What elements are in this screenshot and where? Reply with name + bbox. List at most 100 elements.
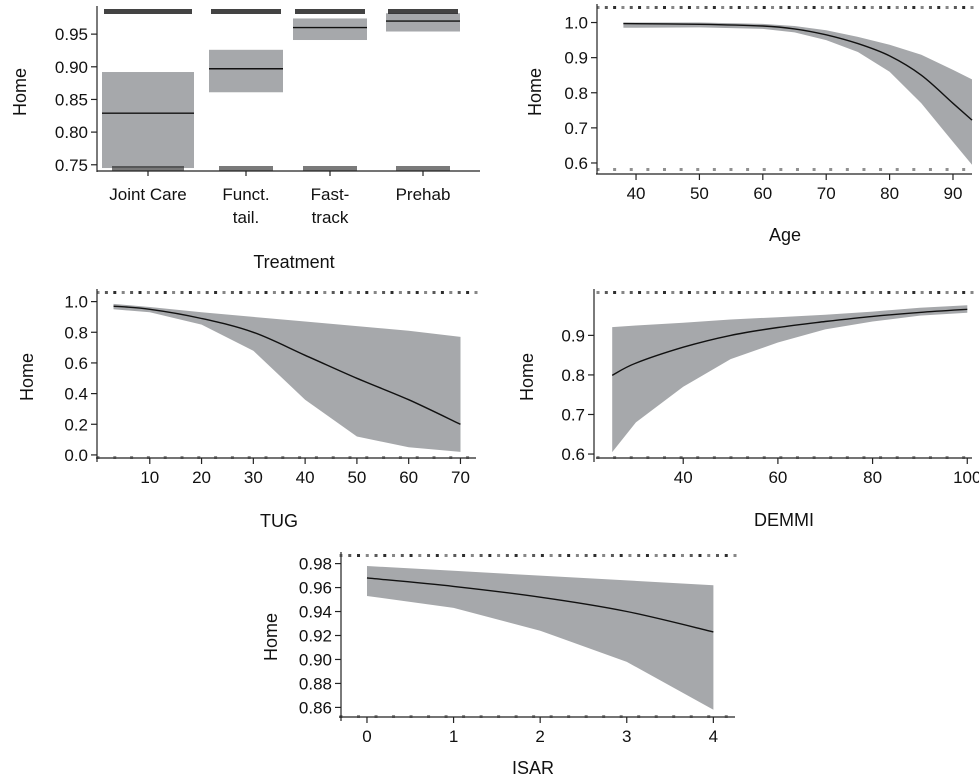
rug-top-mark <box>662 291 666 294</box>
x-axis-label: DEMMI <box>754 510 814 530</box>
y-tick-label: 1.0 <box>64 293 88 312</box>
rug-top-mark <box>729 291 733 294</box>
rug-top-mark <box>754 6 758 9</box>
x-tick-label: 0 <box>362 727 371 746</box>
rug-top-mark <box>514 554 518 557</box>
fit-line-path <box>611 308 968 376</box>
rug-top-mark <box>679 291 683 294</box>
rug-top-mark <box>390 291 394 294</box>
y-tick-label: 0.0 <box>64 446 88 465</box>
rug-top-mark <box>829 291 833 294</box>
x-tick-label: 80 <box>863 468 882 487</box>
rug-top-1 <box>211 9 281 14</box>
rug-top-mark <box>197 291 201 294</box>
rug-bottom-mark <box>613 168 617 171</box>
rug-top-mark <box>629 291 633 294</box>
rug-top-mark <box>146 291 150 294</box>
rug-top-mark <box>637 554 641 557</box>
rug-top-mark <box>104 291 108 294</box>
rug-top-mark <box>264 291 268 294</box>
x-tick-label: 30 <box>244 468 263 487</box>
ci-band-area <box>623 22 972 165</box>
rug-bottom-mark <box>812 168 816 171</box>
y-tick-label: 0.6 <box>64 354 88 373</box>
rug-top-mark <box>654 554 658 557</box>
rug-bottom-mark <box>712 168 716 171</box>
rug-top-mark <box>879 6 883 9</box>
rug-top-mark <box>638 6 642 9</box>
rug-bottom-mark <box>596 168 600 171</box>
rug-top-mark <box>771 291 775 294</box>
rug-top-mark <box>470 554 474 557</box>
rug-top-mark <box>356 291 360 294</box>
rug-top-mark <box>239 291 243 294</box>
rug-top-mark <box>920 6 924 9</box>
rug-top-mark <box>323 291 327 294</box>
rug-top-mark <box>440 291 444 294</box>
x-tick-label: 100 <box>953 468 979 487</box>
rug-top-mark <box>762 291 766 294</box>
x-axis-label: Treatment <box>253 252 334 272</box>
fit-line <box>366 577 714 633</box>
x-tick-label: 10 <box>140 468 159 487</box>
panel-tug: 0.0 0.2 0.4 0.6 0.8 1.0 10 20 30 40 50 60 70 Home TU… <box>17 289 478 531</box>
rug-top-mark <box>937 6 941 9</box>
rug-top-mark <box>737 6 741 9</box>
rug-top-mark <box>912 291 916 294</box>
rug-top-mark <box>214 291 218 294</box>
rug-bottom-mark <box>729 168 733 171</box>
rug-top-mark <box>130 291 134 294</box>
panel-demmi: 0.6 0.7 0.8 0.9 40 60 80 100 Home DEMMI <box>517 289 979 530</box>
rug-top-mark <box>787 6 791 9</box>
y-tick-label: 0.6 <box>561 445 585 464</box>
rug-top-mark <box>532 554 536 557</box>
rug-top-mark <box>281 291 285 294</box>
rug-top-mark <box>172 291 176 294</box>
rug-top-mark <box>854 6 858 9</box>
rug-top-mark <box>746 6 750 9</box>
fit-line <box>113 305 461 425</box>
axes <box>339 552 735 721</box>
rug-top-mark <box>474 291 478 294</box>
rug-top-mark <box>912 6 916 9</box>
fit-line <box>623 22 973 121</box>
rug-top-mark <box>602 554 606 557</box>
rug-top-mark <box>348 554 352 557</box>
ci-band-0 <box>102 72 194 169</box>
rug-top-mark <box>820 291 824 294</box>
rug-top-mark <box>163 291 167 294</box>
rug-top-mark <box>462 554 466 557</box>
rug-top-mark <box>188 291 192 294</box>
x-axis-label: TUG <box>260 511 298 531</box>
rug-top-mark <box>724 554 728 557</box>
x-tick-label: 40 <box>296 468 315 487</box>
x-axis-label: ISAR <box>512 758 554 778</box>
rug-top-mark <box>837 6 841 9</box>
rug-top-mark <box>671 6 675 9</box>
rug-top-mark <box>155 291 159 294</box>
y-tick-label: 0.7 <box>564 119 588 138</box>
rug-top-mark <box>696 6 700 9</box>
rug-top-mark <box>820 6 824 9</box>
ci-band-1 <box>209 49 283 93</box>
rug-bottom-mark <box>895 168 899 171</box>
y-axis-label: Home <box>10 68 30 116</box>
rug-top-mark <box>645 554 649 557</box>
rug-top-mark <box>584 554 588 557</box>
rug-top-mark <box>696 291 700 294</box>
ticks: Joint Care Funct. tail. Fast-track Prehab 0.7… <box>55 25 451 227</box>
rug-top-mark <box>629 6 633 9</box>
rug-top-mark <box>449 291 453 294</box>
rug-top-0 <box>104 9 192 14</box>
x-tick-label: 20 <box>192 468 211 487</box>
rug-top-mark <box>895 6 899 9</box>
rug-top-mark <box>365 291 369 294</box>
rug-top-mark <box>628 554 632 557</box>
rug-top-mark <box>444 554 448 557</box>
rug-top-mark <box>479 554 483 557</box>
rug-top-mark <box>721 6 725 9</box>
rug-top-mark <box>272 291 276 294</box>
rug-bottom-3 <box>396 166 450 171</box>
rug-bottom-mark <box>646 168 650 171</box>
rug-top-mark <box>672 554 676 557</box>
